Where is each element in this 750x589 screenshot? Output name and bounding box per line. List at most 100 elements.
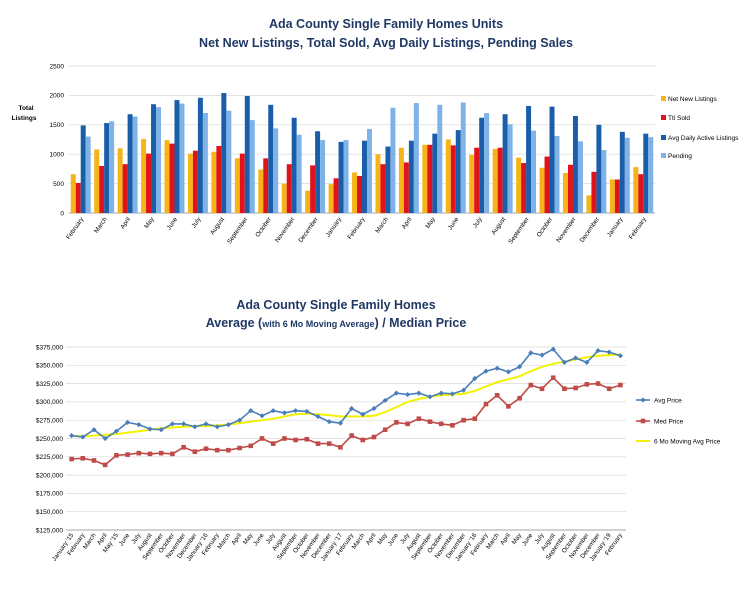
chart2-marker-avg-price [382, 397, 388, 404]
chart1-x-tick-label: February [628, 215, 649, 240]
chart1-bar-avg-daily-active-listings [362, 140, 367, 213]
chart2-line-med-price [71, 376, 621, 466]
chart1-x-tick-label: April [119, 216, 132, 230]
chart1-bar-pending [554, 135, 560, 213]
chart1-bar-pending [648, 137, 654, 213]
chart1-bar-net-new-listings [398, 147, 404, 213]
chart1-bar-ttl-sold [146, 153, 152, 213]
chart2-marker-med-price [550, 375, 556, 381]
chart1-bar-pending [156, 107, 162, 213]
chart2-marker-med-price [114, 453, 119, 458]
chart2-marker-avg-price [561, 359, 567, 365]
chart2-marker-med-price [125, 452, 130, 457]
chart1-bar-avg-daily-active-listings [596, 124, 602, 213]
chart2-marker-med-price [304, 436, 310, 442]
chart1-bar-pending [202, 113, 208, 213]
chart1-bar-avg-daily-active-listings [80, 125, 86, 213]
chart1-bar-ttl-sold [521, 163, 527, 213]
chart1-bar-avg-daily-active-listings [432, 133, 438, 213]
chart1-bar-avg-daily-active-listings [526, 105, 532, 213]
chart1-subtitle: Net New Listings, Total Sold, Avg Daily … [199, 36, 573, 50]
chart1-bar-avg-daily-active-listings [643, 133, 649, 213]
chart1-x-tick-label: July [472, 215, 485, 229]
chart1-bar-avg-daily-active-listings [479, 117, 485, 213]
chart2-x-tick-label: June [386, 532, 400, 548]
chart1-bar-avg-daily-active-listings [315, 131, 321, 213]
chart1-bar-pending [273, 128, 279, 213]
chart2-marker-med-price [270, 441, 276, 446]
chart2-y-tick-label: $350,000 [36, 363, 63, 370]
chart2-marker-med-price [394, 420, 399, 425]
chart2-marker-med-price [618, 382, 623, 388]
chart2-y-tick-label: $325,000 [36, 381, 63, 388]
chart2-y-tick-label: $250,000 [36, 436, 63, 443]
chart1-bar-ttl-sold [427, 144, 433, 213]
chart2-legend: Avg Price Med Price 6 Mo Moving Avg Price [636, 397, 721, 445]
chart2-marker-med-price [282, 436, 287, 441]
chart2-x-tick-label: March [82, 532, 98, 551]
chart2-marker-avg-price [158, 427, 164, 433]
chart1-bar-ttl-sold [614, 179, 620, 213]
chart2-marker-avg-price [360, 411, 366, 417]
chart2-marker-avg-price [69, 432, 75, 439]
chart1-x-tick-label: May [424, 215, 437, 229]
chart1-bar-pending [601, 150, 607, 213]
chart1-bar-net-new-listings [633, 167, 639, 213]
chart2-marker-med-price [506, 403, 511, 409]
chart2-series [69, 346, 623, 468]
chart2-y-tick-label: $200,000 [36, 472, 63, 479]
chart2-marker-avg-price [169, 421, 175, 427]
chart1-bar-avg-daily-active-listings [268, 104, 274, 213]
chart1-bar-ttl-sold [497, 147, 503, 213]
chart1-x-tick-label: June [166, 216, 180, 232]
chart2-marker-avg-price [80, 434, 86, 440]
chart2-marker-avg-price [472, 375, 478, 382]
chart1-y-tick-label: 0 [60, 210, 64, 217]
chart1-x-tick-label: February [65, 215, 86, 240]
chart1-x-tick-label: February [346, 215, 367, 240]
chart1-y-axis-label: Total Listings [12, 105, 37, 122]
chart1-x-tick-label: October [254, 216, 273, 238]
chart1-bar-avg-daily-active-listings [127, 114, 133, 213]
chart2-x-tick-label: April [365, 532, 378, 546]
chart2-subtitle-prefix: Average ( [206, 316, 263, 330]
chart1-y-ticks: 0 500 1000 1500 2000 2500 [50, 63, 65, 217]
chart1-bar-ttl-sold [357, 175, 362, 213]
chart1-bar-ttl-sold [216, 145, 222, 213]
chart2-marker-med-price [584, 382, 590, 387]
chart1-bar-ttl-sold [239, 153, 245, 213]
chart1-x-tick-label: June [447, 216, 461, 232]
chart1-x-tick-label: July [190, 215, 203, 229]
chart2-marker-avg-price [517, 364, 523, 370]
chart1-bar-net-new-listings [562, 173, 568, 213]
chart1-x-tick-label: August [490, 216, 507, 236]
chart2-title: Ada County Single Family Homes [236, 298, 435, 312]
chart1-bar-avg-daily-active-listings [455, 130, 461, 213]
chart1-bar-net-new-listings [234, 158, 240, 213]
chart2-x-tick-label: April [499, 532, 512, 546]
chart2-marker-avg-price [528, 350, 534, 356]
chart1-bar-net-new-listings [328, 184, 334, 213]
chart1-bar-net-new-listings [305, 190, 311, 213]
chart1-bar-avg-daily-active-listings [197, 97, 203, 213]
chart1-bar-avg-daily-active-listings [221, 93, 227, 213]
chart1-bar-net-new-listings [516, 157, 522, 213]
chart2-marker-avg-price [438, 390, 444, 396]
chart2-marker-med-price [517, 395, 522, 401]
chart2-marker-avg-price [349, 405, 355, 412]
chart1-x-tick-label: April [401, 216, 414, 230]
chart1-bar-ttl-sold [286, 164, 292, 213]
chart2-marker-med-price [349, 433, 354, 438]
chart2-marker-med-price [595, 381, 601, 386]
chart1-bar-net-new-listings [352, 172, 358, 213]
chart2-marker-avg-price [337, 420, 343, 426]
chart2-marker-avg-price [584, 359, 590, 365]
chart1-bar-net-new-listings [211, 151, 217, 213]
chart1-bar-pending [507, 124, 513, 213]
chart1-x-tick-label: November [274, 216, 296, 244]
chart1-bar-ttl-sold [169, 143, 175, 213]
chart2-marker-med-price [371, 434, 377, 440]
chart1-legend-label: Pending [668, 153, 692, 160]
chart1-legend-label: Ttl Sold [668, 115, 690, 122]
